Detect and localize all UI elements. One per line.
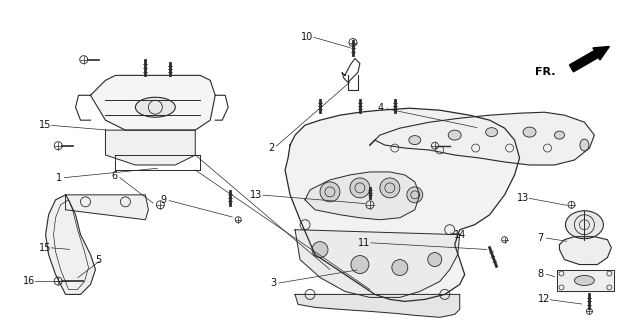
Circle shape [350,178,370,198]
Polygon shape [90,76,215,130]
Text: 3: 3 [270,278,276,288]
Text: 14: 14 [454,230,466,240]
Polygon shape [65,195,148,220]
Text: 2: 2 [268,143,275,153]
Text: 13: 13 [516,193,529,203]
Circle shape [351,256,369,274]
Circle shape [392,260,408,276]
Polygon shape [305,172,420,220]
Ellipse shape [486,128,498,137]
Text: 15: 15 [38,120,51,130]
Ellipse shape [580,139,589,151]
Text: 13: 13 [250,190,262,200]
Text: 9: 9 [161,195,166,205]
Text: 7: 7 [538,233,544,243]
Text: FR.: FR. [535,68,556,77]
Text: 16: 16 [22,276,35,286]
Ellipse shape [575,276,595,285]
Circle shape [312,242,328,258]
Text: 15: 15 [38,243,51,252]
Polygon shape [557,269,614,292]
Circle shape [428,252,442,267]
Ellipse shape [554,131,564,139]
Polygon shape [285,108,520,301]
Text: 4: 4 [378,103,384,113]
Circle shape [320,182,340,202]
Ellipse shape [136,97,175,117]
Polygon shape [559,237,611,265]
Polygon shape [45,195,95,294]
Text: 10: 10 [301,32,314,42]
Text: 11: 11 [358,238,370,248]
Text: 5: 5 [95,255,102,265]
Text: 8: 8 [538,268,543,278]
Ellipse shape [448,130,461,140]
Polygon shape [106,130,195,165]
Polygon shape [295,230,460,297]
Circle shape [380,178,400,198]
Text: 12: 12 [538,294,550,304]
Polygon shape [295,294,460,317]
Circle shape [407,187,423,203]
Polygon shape [370,112,595,165]
Text: 1: 1 [56,173,61,183]
FancyArrow shape [570,46,609,72]
Ellipse shape [566,211,604,239]
Text: 6: 6 [111,171,118,181]
Ellipse shape [523,127,536,137]
Ellipse shape [409,136,420,145]
